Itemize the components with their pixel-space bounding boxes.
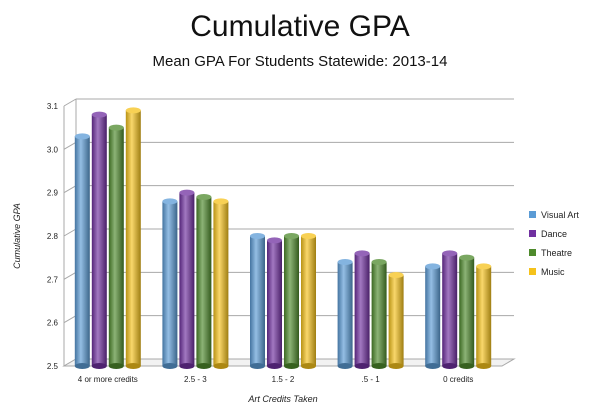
bar-base	[476, 363, 492, 369]
bar-top	[337, 259, 353, 265]
bar-base	[250, 363, 265, 369]
bar	[74, 136, 90, 366]
y-tick-label: 2.7	[47, 275, 59, 284]
x-tick-label: 2.5 - 3	[184, 375, 207, 384]
legend: Visual Art Dance Theatre Music	[529, 210, 579, 277]
gridline-side	[63, 98, 77, 107]
bar	[388, 275, 404, 366]
bar-base	[125, 363, 141, 369]
bars	[74, 107, 492, 369]
bar-base	[301, 363, 316, 369]
legend-swatch	[529, 211, 536, 218]
legend-label: Theatre	[541, 248, 572, 258]
bar	[425, 266, 441, 366]
bar-base	[459, 363, 475, 369]
bar-top	[459, 254, 475, 261]
y-tick-label: 2.5	[47, 362, 59, 371]
gridline-side	[63, 141, 77, 150]
bar-top	[196, 194, 212, 200]
y-tick-label: 3.1	[47, 102, 59, 111]
bar-top	[442, 250, 458, 257]
bar-base	[425, 363, 441, 369]
y-tick-label: 2.9	[47, 189, 59, 198]
bar	[125, 110, 141, 366]
chart-title: Cumulative GPA	[190, 10, 410, 43]
legend-swatch	[529, 268, 536, 275]
bar-top	[284, 233, 299, 239]
bar-base	[267, 363, 282, 369]
bar	[250, 236, 265, 366]
y-axis-label: Cumulative GPA	[12, 203, 22, 269]
bar-top	[213, 198, 229, 205]
bar-top	[354, 250, 370, 257]
bar-top	[267, 237, 282, 244]
bar	[301, 236, 316, 366]
gridline-side	[63, 315, 77, 324]
bar-base	[108, 363, 124, 369]
bar-top	[250, 233, 265, 239]
legend-label: Dance	[541, 229, 567, 239]
bar-top	[125, 107, 141, 114]
x-tick-label: 0 credits	[443, 375, 473, 384]
bar	[476, 266, 492, 366]
gridline-side	[63, 185, 77, 194]
bar-top	[162, 198, 178, 205]
bar-top	[371, 259, 387, 265]
x-tick-label: .5 - 1	[361, 375, 380, 384]
bar-base	[162, 363, 178, 369]
bar	[179, 192, 195, 366]
bar	[442, 253, 458, 366]
bar	[213, 201, 229, 366]
x-tick-label: 4 or more credits	[78, 375, 138, 384]
bar	[459, 257, 475, 366]
legend-label: Visual Art	[541, 210, 579, 220]
bar	[267, 240, 282, 366]
bar-top	[476, 263, 492, 270]
y-tick-label: 2.6	[47, 319, 59, 328]
bar-base	[213, 363, 229, 369]
bar	[196, 197, 212, 366]
bar	[284, 236, 299, 366]
y-tick-label: 3.0	[47, 145, 59, 154]
bar	[162, 201, 178, 366]
bar	[108, 127, 124, 367]
legend-swatch	[529, 249, 536, 256]
bar-base	[179, 363, 195, 369]
legend-swatch	[529, 230, 536, 237]
x-tick-label: 1.5 - 2	[272, 375, 295, 384]
bar-base	[354, 363, 370, 369]
bar-top	[108, 124, 124, 131]
bar-top	[91, 111, 107, 118]
bar-base	[91, 363, 107, 369]
bar-base	[74, 363, 90, 369]
gridline-side	[63, 271, 77, 280]
bar-top	[74, 133, 90, 140]
y-tick-label: 2.8	[47, 232, 59, 241]
legend-label: Music	[541, 267, 565, 277]
x-axis-label: Art Credits Taken	[247, 394, 317, 404]
axis-labels: Cumulative GPA Art Credits Taken	[12, 203, 318, 404]
bar-base	[371, 363, 387, 369]
chart-subtitle: Mean GPA For Students Statewide: 2013-14	[152, 53, 448, 70]
bar-base	[196, 363, 212, 369]
gridline-side	[63, 228, 77, 237]
bar	[371, 262, 387, 366]
bar-top	[425, 263, 441, 270]
bar	[354, 253, 370, 366]
bar	[91, 114, 107, 367]
bar	[337, 262, 353, 366]
bar-base	[337, 363, 353, 369]
bar-top	[301, 233, 316, 239]
bar-base	[442, 363, 458, 369]
bar-base	[284, 363, 299, 369]
bar-base	[388, 363, 404, 369]
bar-top	[388, 272, 404, 278]
bar-top	[179, 189, 195, 196]
